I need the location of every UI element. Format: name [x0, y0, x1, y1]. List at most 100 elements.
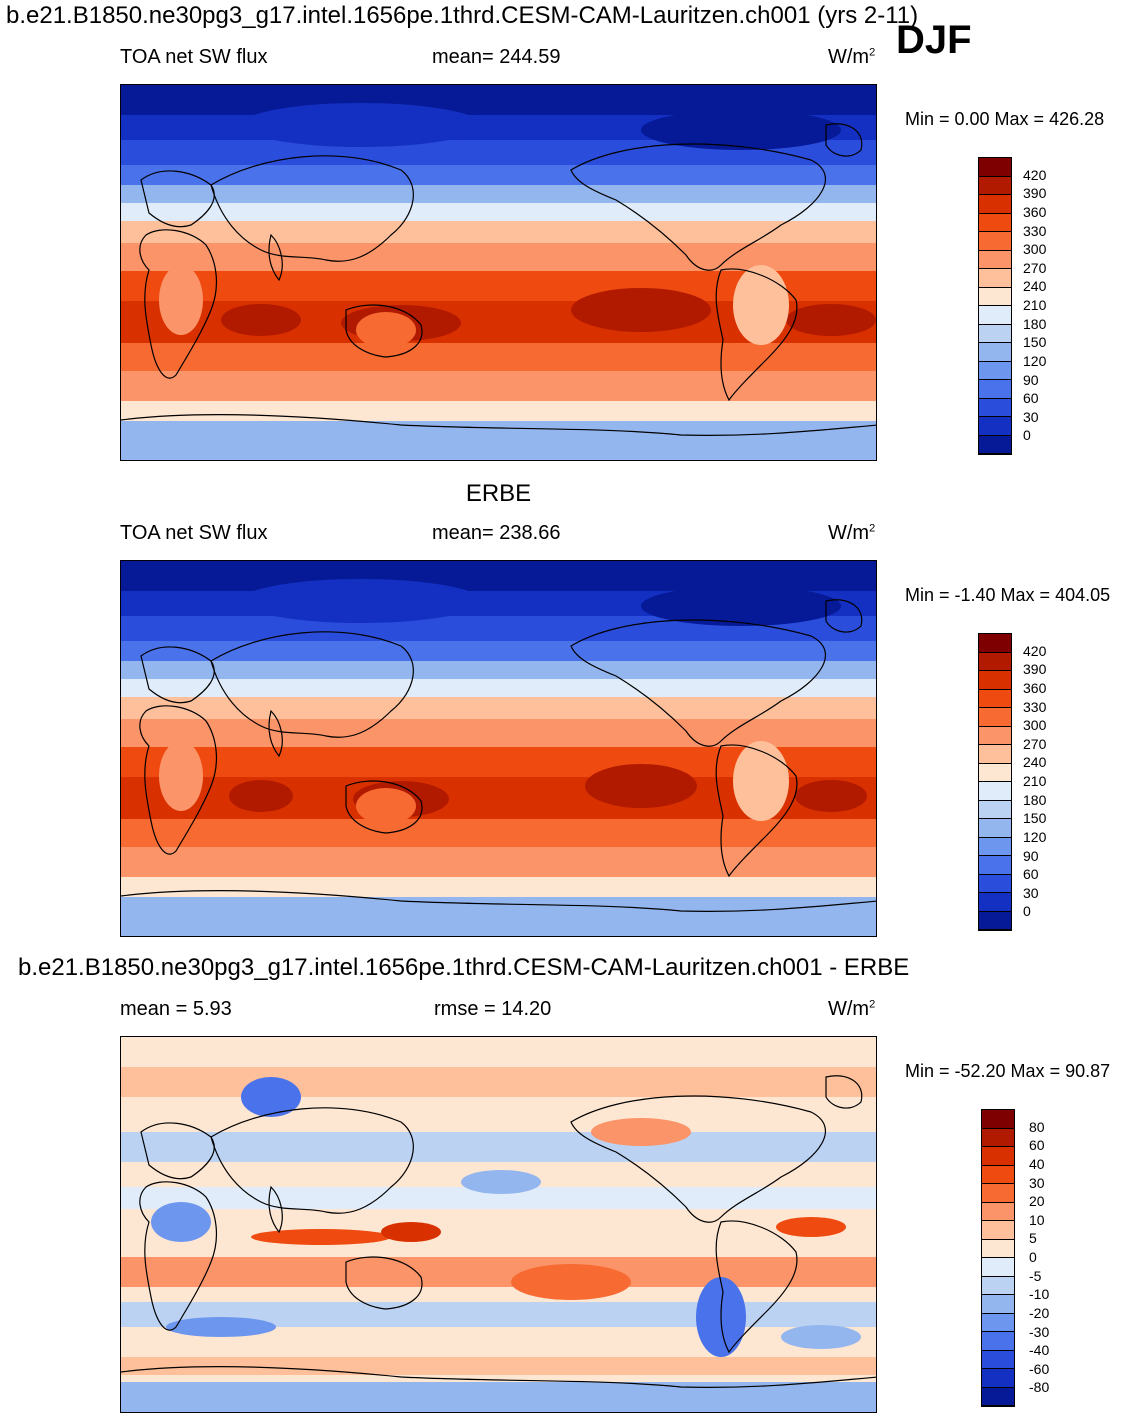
panel-variable-label: TOA net SW flux [120, 46, 268, 68]
field-band [121, 641, 876, 661]
figure-title: b.e21.B1850.ne30pg3_g17.intel.1656pe.1th… [6, 2, 919, 29]
colorbar-tick-label: 240 [1023, 278, 1047, 295]
colorbar-swatch [982, 1276, 1014, 1295]
colorbar-tick-label: 30 [1023, 884, 1039, 901]
colorbar-swatch [979, 306, 1011, 325]
colorbar-tick-label: 90 [1023, 371, 1039, 388]
coastline [345, 304, 423, 358]
field-band [121, 847, 876, 877]
field-region [781, 1325, 861, 1349]
colorbar-tick-label: 150 [1023, 334, 1047, 351]
colorbar-tick-label: 330 [1023, 222, 1047, 239]
coastline [825, 123, 863, 157]
colorbar-swatch [979, 195, 1011, 214]
colorbar-swatch [979, 269, 1011, 288]
coastline [210, 155, 414, 262]
panel-mean-label: mean= 244.59 [432, 46, 561, 68]
colorbar-tick-label: 180 [1023, 791, 1047, 808]
field-region [356, 312, 416, 348]
colorbar-tick-label: 5 [1029, 1230, 1037, 1247]
colorbar-swatch [982, 1202, 1014, 1221]
colorbar-swatch [979, 689, 1011, 708]
colorbar-tick-label: 0 [1023, 427, 1031, 444]
colorbar-swatch [982, 1128, 1014, 1147]
colorbar-swatch [979, 324, 1011, 343]
panel-variable-label: TOA net SW flux [120, 522, 268, 544]
colorbar-tick-label: 360 [1023, 679, 1047, 696]
field-region [221, 304, 301, 336]
colorbar-tick-label: 210 [1023, 773, 1047, 789]
colorbar-swatch [979, 361, 1011, 380]
field-band [121, 697, 876, 719]
field-region [511, 1264, 631, 1300]
field-band [121, 1132, 876, 1162]
colorbar-tick-label: 120 [1023, 828, 1047, 845]
field-band [121, 421, 876, 460]
coastline [345, 780, 423, 834]
colorbar-tick-label: -10 [1029, 1286, 1050, 1303]
field-band [121, 679, 876, 697]
colorbar-swatch [979, 287, 1011, 306]
field-region [151, 1202, 211, 1242]
map-model [120, 84, 877, 461]
field-region [585, 764, 697, 808]
field-band [121, 1382, 876, 1412]
colorbar-tick-label: 240 [1023, 754, 1047, 771]
field-region [356, 788, 416, 824]
field-band [121, 877, 876, 897]
field-band [121, 1187, 876, 1209]
panel-min-max: Min = -52.20 Max = 90.87 [905, 1061, 1111, 1081]
field-band [121, 561, 876, 591]
colorbar-tick-label: -40 [1029, 1342, 1050, 1359]
colorbar-difference [981, 1109, 1015, 1407]
colorbar-tick-label: -80 [1029, 1379, 1050, 1396]
panel-center-title: b.e21.B1850.ne30pg3_g17.intel.1656pe.1th… [18, 954, 910, 981]
colorbar-observations [978, 633, 1012, 931]
colorbar-swatch [979, 726, 1011, 745]
coastline [121, 1365, 876, 1388]
colorbar-swatch [979, 634, 1011, 653]
colorbar-swatch [979, 745, 1011, 764]
colorbar-swatch [982, 1221, 1014, 1240]
coastline [210, 1107, 414, 1214]
field-region [241, 579, 481, 623]
colorbar-swatch [979, 158, 1011, 177]
colorbar-tick-label: 80 [1029, 1118, 1045, 1135]
field-band [121, 85, 876, 115]
colorbar-tick-label: 210 [1023, 297, 1047, 313]
coastline [268, 709, 283, 758]
colorbar-swatch [979, 250, 1011, 269]
colorbar-swatch [982, 1387, 1014, 1406]
coastline [715, 1220, 798, 1354]
field-band [121, 819, 876, 847]
coastline [570, 1095, 826, 1223]
colorbar-tick-label: 300 [1023, 717, 1047, 734]
colorbar-swatch [982, 1258, 1014, 1277]
field-region [381, 1222, 441, 1242]
colorbar-swatch [979, 398, 1011, 417]
colorbar-tick-label: 270 [1023, 259, 1047, 276]
colorbar-swatch [982, 1350, 1014, 1369]
field-band [121, 661, 876, 679]
colorbar-swatch [979, 343, 1011, 362]
colorbar-tick-label: 60 [1023, 866, 1039, 883]
colorbar-swatch [982, 1332, 1014, 1351]
panel-units: W/m2 [828, 46, 876, 68]
colorbar-swatch [979, 232, 1011, 251]
colorbar-swatch [979, 763, 1011, 782]
colorbar-swatch [982, 1165, 1014, 1184]
colorbar-swatch [982, 1110, 1014, 1129]
colorbar-model [978, 157, 1012, 455]
field-band [121, 719, 876, 747]
panel-min-max: Min = 0.00 Max = 426.28 [905, 109, 1105, 129]
colorbar-swatch [979, 708, 1011, 727]
colorbar-tick-label: 360 [1023, 203, 1047, 220]
colorbar-swatch [982, 1313, 1014, 1332]
field-band [121, 371, 876, 401]
map-difference [120, 1036, 877, 1413]
field-region [641, 586, 841, 626]
colorbar-swatch [982, 1369, 1014, 1388]
coastline [715, 744, 798, 878]
coastline [140, 646, 215, 704]
coastline [139, 229, 217, 379]
